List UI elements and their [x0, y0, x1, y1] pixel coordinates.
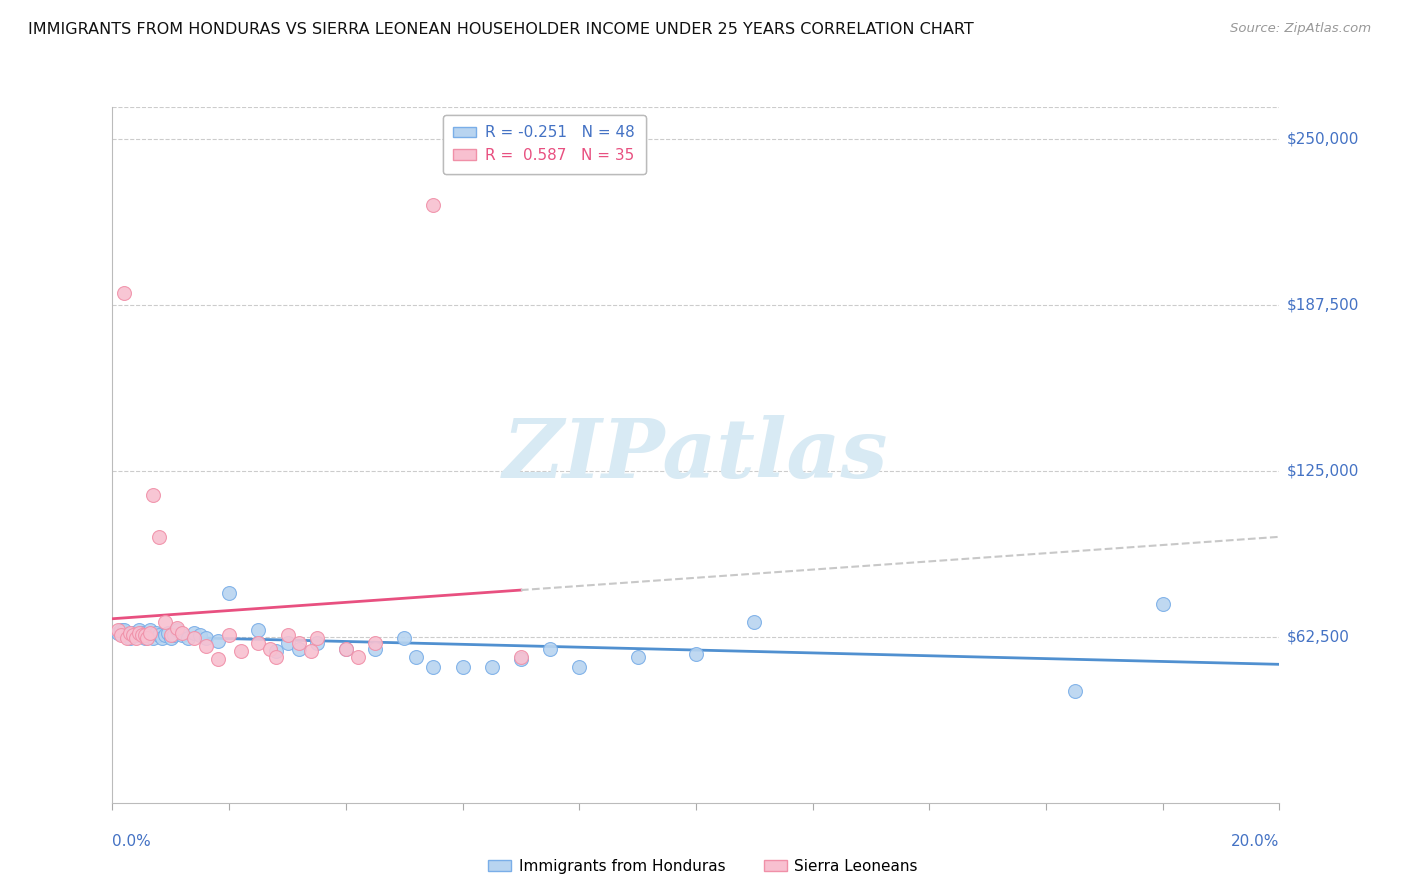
Point	[136, 628, 159, 642]
Point	[194, 631, 217, 645]
Point	[128, 623, 150, 637]
Point	[422, 198, 444, 212]
Point	[299, 644, 322, 658]
Point	[142, 488, 165, 502]
Legend: Immigrants from Honduras, Sierra Leoneans: Immigrants from Honduras, Sierra Leonean…	[482, 853, 924, 880]
Point	[160, 631, 183, 645]
Point	[207, 652, 229, 666]
Point	[1064, 684, 1087, 698]
Point	[145, 625, 167, 640]
Legend: R = -0.251   N = 48, R =  0.587   N = 35: R = -0.251 N = 48, R = 0.587 N = 35	[443, 115, 645, 174]
Point	[685, 647, 707, 661]
Point	[139, 623, 162, 637]
Point	[163, 628, 186, 642]
Point	[346, 649, 368, 664]
Point	[183, 631, 205, 645]
Point	[247, 636, 270, 650]
Text: $62,500: $62,500	[1286, 630, 1350, 644]
Point	[156, 625, 179, 640]
Point	[153, 615, 176, 630]
Point	[166, 621, 188, 635]
Point	[110, 628, 132, 642]
Text: $250,000: $250,000	[1286, 131, 1358, 146]
Text: Source: ZipAtlas.com: Source: ZipAtlas.com	[1230, 22, 1371, 36]
Point	[177, 631, 200, 645]
Text: 0.0%: 0.0%	[112, 834, 152, 849]
Point	[259, 641, 281, 656]
Point	[118, 631, 141, 645]
Point	[188, 628, 211, 642]
Point	[264, 649, 287, 664]
Point	[364, 641, 387, 656]
Point	[134, 628, 156, 642]
Point	[288, 636, 311, 650]
Point	[247, 623, 270, 637]
Text: $187,500: $187,500	[1286, 297, 1358, 312]
Point	[128, 625, 150, 640]
Point	[305, 631, 328, 645]
Point	[568, 660, 591, 674]
Point	[115, 628, 138, 642]
Point	[509, 652, 531, 666]
Point	[136, 631, 159, 645]
Point	[207, 633, 229, 648]
Point	[194, 639, 217, 653]
Point	[107, 623, 129, 637]
Point	[509, 649, 531, 664]
Point	[118, 625, 141, 640]
Point	[288, 641, 311, 656]
Point	[150, 631, 173, 645]
Point	[742, 615, 765, 630]
Point	[131, 628, 153, 642]
Point	[112, 285, 135, 300]
Point	[626, 649, 648, 664]
Point	[107, 625, 129, 640]
Point	[305, 636, 328, 650]
Point	[229, 644, 252, 658]
Point	[364, 636, 387, 650]
Text: IMMIGRANTS FROM HONDURAS VS SIERRA LEONEAN HOUSEHOLDER INCOME UNDER 25 YEARS COR: IMMIGRANTS FROM HONDURAS VS SIERRA LEONE…	[28, 22, 974, 37]
Point	[125, 631, 148, 645]
Point	[125, 628, 148, 642]
Point	[122, 625, 145, 640]
Point	[148, 628, 170, 642]
Point	[422, 660, 444, 674]
Text: ZIPatlas: ZIPatlas	[503, 415, 889, 495]
Point	[1152, 597, 1174, 611]
Point	[264, 644, 287, 658]
Point	[451, 660, 474, 674]
Point	[172, 625, 194, 640]
Point	[335, 641, 357, 656]
Point	[183, 625, 205, 640]
Point	[112, 623, 135, 637]
Text: 20.0%: 20.0%	[1232, 834, 1279, 849]
Point	[148, 530, 170, 544]
Point	[276, 636, 298, 650]
Point	[153, 628, 176, 642]
Point	[405, 649, 427, 664]
Point	[392, 631, 416, 645]
Point	[218, 628, 240, 642]
Point	[481, 660, 503, 674]
Point	[110, 623, 132, 637]
Point	[335, 641, 357, 656]
Point	[115, 631, 138, 645]
Point	[276, 628, 298, 642]
Point	[139, 625, 162, 640]
Point	[172, 628, 194, 642]
Point	[122, 628, 145, 642]
Point	[134, 631, 156, 645]
Point	[131, 625, 153, 640]
Point	[538, 641, 561, 656]
Point	[166, 623, 188, 637]
Point	[218, 586, 240, 600]
Point	[160, 628, 183, 642]
Point	[142, 631, 165, 645]
Text: $125,000: $125,000	[1286, 463, 1358, 478]
